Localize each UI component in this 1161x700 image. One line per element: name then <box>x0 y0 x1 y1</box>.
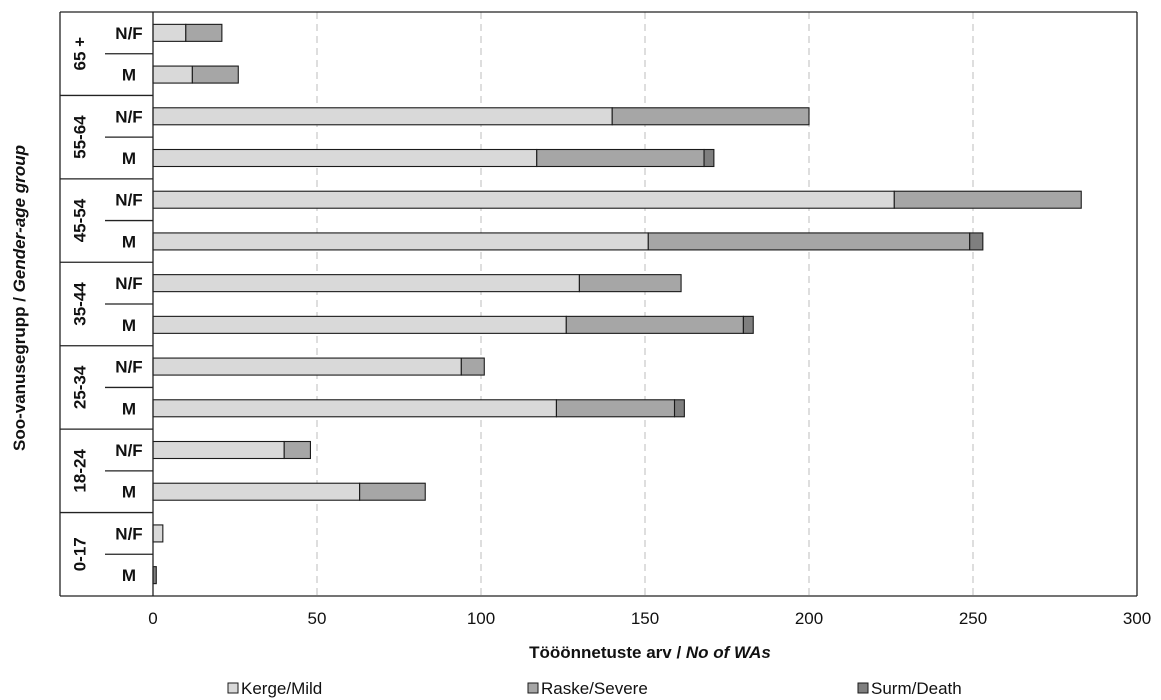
gender-label: N/F <box>115 358 142 377</box>
bar-severe-row-5 <box>647 232 971 251</box>
x-tick-label: 150 <box>631 609 659 628</box>
group-label: 0-17 <box>70 537 89 571</box>
bar-severe-row-3 <box>536 148 705 168</box>
bar-mild-row-4 <box>152 190 895 209</box>
group-label: 55-64 <box>70 115 89 159</box>
group-label: 65 + <box>70 37 89 71</box>
x-axis-title: Tööönnetuste arv / No of WAs <box>529 643 771 662</box>
gender-label: N/F <box>115 24 142 43</box>
gender-label: M <box>122 66 136 85</box>
bar-severe-row-0 <box>185 23 223 42</box>
bar-mild-row-10 <box>152 440 285 460</box>
bar-mild-row-11 <box>152 482 361 501</box>
bar-mild-row-2 <box>152 107 613 126</box>
x-tick-label: 0 <box>148 609 157 628</box>
x-tick-label: 200 <box>795 609 823 628</box>
bar-severe-row-10 <box>283 440 311 460</box>
bar-severe-row-6 <box>578 274 682 293</box>
group-label: 18-24 <box>70 449 89 493</box>
x-tick-label: 50 <box>308 609 327 628</box>
legend-label: Raske/Severe <box>541 679 648 698</box>
bar-mild-row-7 <box>152 315 567 334</box>
category-labels: 65 + N/F M 55-64 N/F M 45-54 N/F M 35-44 N/F M 25-34… <box>70 24 142 585</box>
legend-swatch <box>227 682 239 694</box>
bar-mild-row-5 <box>152 232 649 251</box>
legend-label: Surm/Death <box>871 679 962 698</box>
group-label: 45-54 <box>70 198 89 242</box>
gender-label: N/F <box>115 441 142 460</box>
x-tick-label: 250 <box>959 609 987 628</box>
bar-mild-row-1 <box>152 65 193 84</box>
legend-swatch <box>857 682 869 694</box>
bar-death-row-5 <box>969 232 984 251</box>
bar-severe-row-9 <box>555 399 676 418</box>
group-label: 35-44 <box>70 282 89 326</box>
bar-severe-row-8 <box>460 357 485 376</box>
bar-death-row-9 <box>673 399 685 418</box>
bar-severe-row-2 <box>611 107 810 126</box>
grid-lines <box>316 12 974 596</box>
gender-label: N/F <box>115 107 142 126</box>
gender-label: N/F <box>115 191 142 210</box>
legend-swatch <box>527 682 539 694</box>
bars <box>152 23 1082 585</box>
bar-mild-row-8 <box>152 357 462 376</box>
bar-severe-row-4 <box>893 190 1082 209</box>
gender-label: M <box>122 316 136 335</box>
legend-label: Kerge/Mild <box>241 679 322 698</box>
bar-mild-row-9 <box>152 399 557 418</box>
bar-severe-row-1 <box>191 65 239 84</box>
gender-label: M <box>122 232 136 251</box>
gender-label: N/F <box>115 524 142 543</box>
y-axis-title: Soo-vanusegrupp / Gender-age group <box>10 145 29 451</box>
x-tick-label: 300 <box>1123 609 1151 628</box>
gender-label: M <box>122 483 136 502</box>
group-label: 25-34 <box>70 365 89 409</box>
bar-mild-row-12 <box>152 524 164 543</box>
gender-label: M <box>122 149 136 168</box>
x-tick-label: 100 <box>467 609 495 628</box>
bar-mild-row-0 <box>152 23 187 42</box>
gender-label: N/F <box>115 274 142 293</box>
bar-severe-row-7 <box>565 315 744 334</box>
legend: Kerge/Mild Raske/Severe Surm/Death <box>227 679 962 698</box>
bar-mild-row-3 <box>152 148 538 168</box>
bar-mild-row-6 <box>152 274 580 293</box>
plot-frame <box>59 11 1138 597</box>
gender-label: M <box>122 566 136 585</box>
x-tick-labels: 0 50 100 150 200 250 300 <box>148 609 1151 628</box>
bar-death-row-7 <box>742 315 754 334</box>
bar-death-row-3 <box>703 148 715 168</box>
gender-label: M <box>122 399 136 418</box>
bar-severe-row-11 <box>359 482 426 501</box>
